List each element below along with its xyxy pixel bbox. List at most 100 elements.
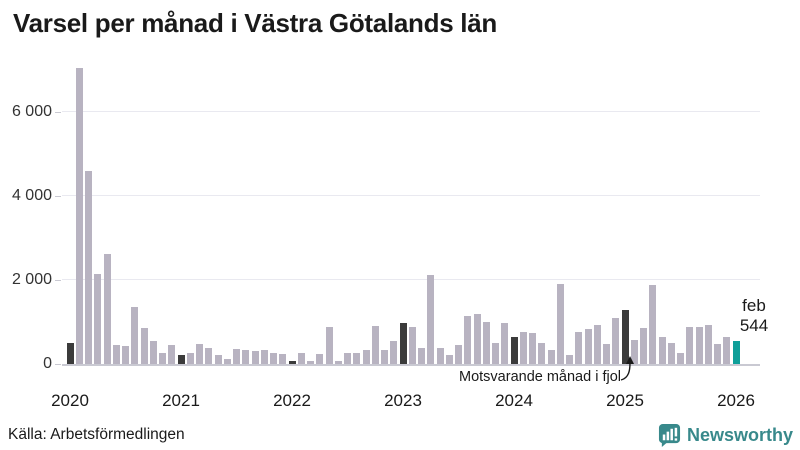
x-tick-label-2023: 2023: [384, 391, 422, 410]
bar-maj-2024: [538, 343, 546, 364]
newsworthy-logo[interactable]: Newsworthy: [658, 423, 793, 447]
bar-aug-2021: [233, 349, 240, 364]
bar-sep-2020: [131, 307, 139, 364]
bar-jan-2021: [168, 345, 176, 364]
bar-sep-2023: [464, 316, 472, 364]
current-month-value: 544: [739, 316, 769, 335]
bar-apr-2021: [196, 344, 203, 364]
bar-jul-2024: [556, 284, 564, 364]
bar-nov-2024: [593, 325, 601, 364]
bar-jan-2023: [390, 341, 398, 364]
newsworthy-wordmark: Newsworthy: [686, 424, 793, 445]
y-tick-label-0: 0: [43, 355, 52, 372]
bar-jan-2026: [723, 337, 731, 364]
bar-sep-2022: [353, 353, 361, 364]
x-tick-label-2026: 2026: [717, 391, 755, 410]
bar-jun-2020: [103, 254, 111, 364]
y-tick-mark: [55, 196, 61, 197]
bar-maj-2023: [427, 275, 435, 364]
x-tick-label-2021: 2021: [162, 391, 200, 410]
bar-nov-2022: [371, 326, 379, 364]
bar-nov-2025: [704, 325, 712, 364]
bar-dec-2023: [492, 343, 499, 364]
bar-jul-2023: [445, 355, 453, 364]
bar-nov-2023: [482, 322, 490, 364]
bar-jul-2025: [667, 343, 675, 364]
page-title: Varsel per månad i Västra Götalands län: [13, 8, 497, 38]
bar-mar-2021: [186, 353, 194, 364]
bar-okt-2023: [473, 314, 481, 364]
bar-sep-2024: [575, 332, 583, 364]
bar-feb-2021: [177, 355, 185, 364]
annotation-same-month-last-year: Motsvarande månad i fjol: [459, 369, 621, 385]
y-tick-label-2000: 2 000: [11, 271, 52, 288]
bar-aug-2023: [455, 345, 462, 364]
x-tick-label-2024: 2024: [495, 391, 533, 410]
bar-dec-2021: [270, 353, 277, 364]
bar-dec-2024: [603, 344, 610, 364]
current-month-name: feb: [742, 296, 766, 315]
bar-jul-2022: [334, 361, 342, 364]
gridline-2000: [62, 279, 760, 280]
bar-jun-2023: [436, 348, 444, 364]
bar-aug-2020: [122, 346, 129, 364]
bar-jun-2021: [214, 355, 222, 364]
bar-apr-2022: [307, 361, 314, 364]
y-tick-label-6000: 6 000: [11, 103, 52, 120]
bar-apr-2025: [640, 328, 647, 364]
bar-jan-2025: [612, 318, 620, 364]
x-tick-label-2025: 2025: [606, 391, 644, 410]
bar-maj-2021: [205, 348, 213, 364]
bar-mar-2020: [75, 68, 83, 364]
gridline-6000: [62, 111, 760, 112]
bar-dec-2022: [381, 350, 388, 364]
annotation-arrow-icon: [620, 356, 634, 381]
bar-sep-2025: [686, 327, 694, 364]
bar-jul-2020: [112, 345, 120, 364]
bar-apr-2020: [85, 171, 92, 364]
y-tick-mark: [55, 112, 61, 113]
bar-nov-2020: [149, 341, 157, 364]
bar-nov-2021: [260, 350, 268, 364]
source-attribution: Källa: Arbetsförmedlingen: [8, 426, 185, 443]
bar-maj-2022: [316, 354, 324, 364]
bar-feb-2023: [399, 323, 407, 364]
bar-mar-2025: [630, 340, 638, 364]
bar-okt-2021: [251, 351, 259, 364]
bar-feb-2024: [510, 337, 518, 364]
bar-apr-2024: [529, 333, 536, 364]
y-tick-label-4000: 4 000: [11, 187, 52, 204]
bar-apr-2023: [418, 348, 425, 364]
bar-dec-2025: [714, 344, 721, 364]
bar-okt-2024: [584, 329, 592, 364]
x-tick-label-2020: 2020: [51, 391, 89, 410]
bar-mar-2022: [297, 353, 305, 364]
bar-feb-2022: [288, 361, 296, 364]
bar-mar-2023: [408, 327, 416, 364]
bar-feb-2026: [732, 341, 740, 364]
current-month-value-label: feb 544: [735, 296, 773, 336]
bar-maj-2020: [94, 274, 102, 364]
bar-jan-2024: [501, 323, 509, 364]
bar-jul-2021: [223, 359, 231, 364]
x-tick-label-2022: 2022: [273, 391, 311, 410]
y-tick-mark: [55, 364, 61, 365]
bar-sep-2021: [242, 350, 250, 364]
gridline-4000: [62, 195, 760, 196]
bar-feb-2020: [66, 343, 74, 364]
bar-okt-2020: [140, 328, 148, 364]
bar-aug-2025: [677, 353, 684, 364]
bar-chart-plot-area: [62, 60, 760, 366]
bar-maj-2025: [649, 285, 657, 364]
bar-jun-2022: [325, 327, 333, 364]
bar-mar-2024: [519, 332, 527, 364]
bar-okt-2022: [362, 350, 370, 364]
bar-jun-2025: [658, 337, 666, 364]
y-tick-mark: [55, 280, 61, 281]
bar-feb-2025: [621, 310, 629, 364]
bar-okt-2025: [695, 327, 703, 364]
bar-dec-2020: [159, 353, 166, 364]
bar-aug-2024: [566, 355, 573, 364]
newsworthy-bubble-chart-icon: [658, 423, 681, 447]
bar-jan-2022: [279, 354, 287, 364]
